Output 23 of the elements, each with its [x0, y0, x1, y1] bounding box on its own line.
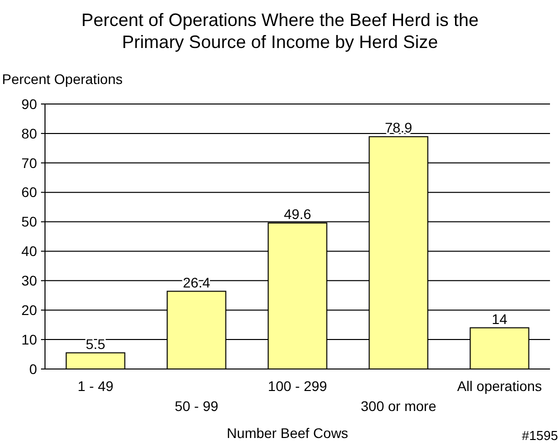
x-tick-label: 300 or more: [360, 398, 436, 414]
data-label: 78.9: [384, 120, 412, 136]
x-axis-title: Number Beef Cows: [226, 425, 348, 441]
y-tick-label: 30: [21, 272, 38, 289]
text: #1595: [522, 428, 558, 443]
y-tick-label: 50: [21, 214, 38, 230]
x-tick-label: 1 - 49: [78, 378, 114, 394]
chart-title: Percent of Operations Where the Beef Herd is the Primary Source of Income by Herd Size: [81, 10, 479, 52]
data-label: 49.6: [284, 206, 312, 222]
y-tick-label: 0: [29, 360, 38, 377]
x-tick-label: 50 - 99: [174, 398, 219, 414]
y-tick-label: 80: [21, 125, 38, 142]
y-axis-title: Percent Operations: [2, 71, 123, 87]
bar: [66, 352, 126, 370]
data-label: 14: [492, 310, 508, 327]
y-tick-label: 90: [21, 96, 38, 112]
x-tick-label: All operations: [457, 378, 542, 394]
y-tick-label: 60: [21, 184, 38, 200]
y-tick-label: 70: [21, 154, 38, 171]
x-tick-label: 100 - 299: [268, 378, 328, 394]
y-tick-label: 10: [21, 331, 38, 348]
y-tick-label: 20: [21, 302, 38, 318]
y-tick-label: 40: [21, 243, 38, 260]
